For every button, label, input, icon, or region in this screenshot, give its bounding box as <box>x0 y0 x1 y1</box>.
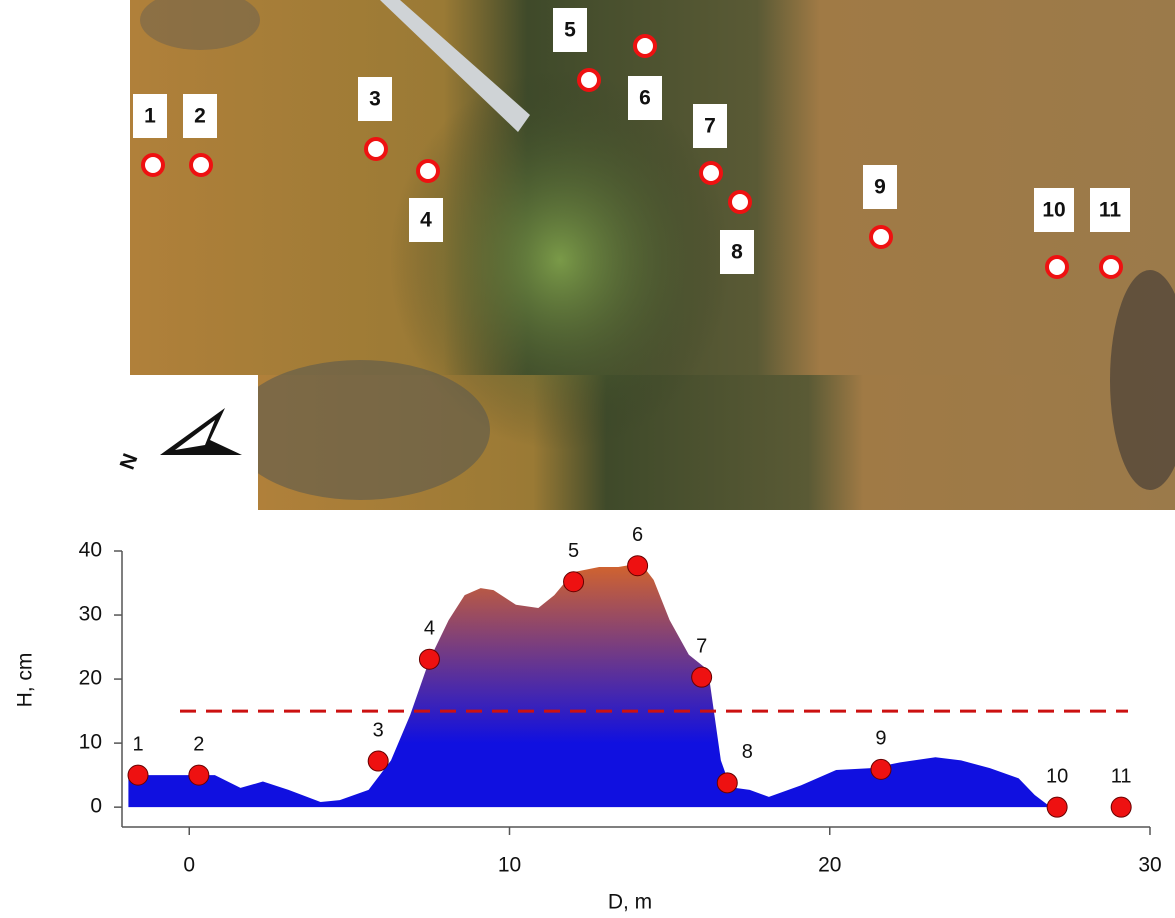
profile-area <box>128 563 1124 807</box>
photo-point <box>871 227 891 247</box>
photo-point-label: 6 <box>639 87 651 110</box>
photo-point-label: 10 <box>1042 199 1065 222</box>
profile-point <box>628 556 648 576</box>
y-tick-label: 10 <box>79 731 102 754</box>
y-tick-label: 40 <box>79 539 102 562</box>
point-label: 3 <box>373 719 384 741</box>
point-label: 7 <box>696 635 707 657</box>
point-label: 8 <box>742 741 753 763</box>
profile-point <box>871 759 891 779</box>
point-label: 2 <box>193 733 204 755</box>
y-axis-label: H, cm <box>14 653 37 708</box>
point-label: 1 <box>132 733 143 755</box>
point-label: 9 <box>875 728 886 750</box>
point-label: 4 <box>424 618 435 640</box>
photo-point-label: 8 <box>731 241 743 264</box>
photo-point <box>701 163 721 183</box>
y-tick-label: 0 <box>90 795 102 818</box>
photo-point <box>418 161 438 181</box>
profile-point <box>717 773 737 793</box>
x-tick-label: 10 <box>498 854 521 877</box>
x-tick-label: 20 <box>818 854 841 877</box>
figure: N 1234567891011 D, m H, cm 0102030400102… <box>0 0 1175 918</box>
photo-point <box>579 70 599 90</box>
x-tick-label: 0 <box>183 854 195 877</box>
profile-point <box>564 572 584 592</box>
profile-point <box>419 649 439 669</box>
photo-point-label: 7 <box>704 115 716 138</box>
photo-point <box>635 36 655 56</box>
y-tick-label: 20 <box>79 667 102 690</box>
photo-point-label: 11 <box>1099 199 1122 222</box>
photo-point-label: 3 <box>369 88 381 111</box>
photo-point-label: 4 <box>420 209 432 232</box>
chart: D, m H, cm 0 10 20 30 40 0 10 20 30 1 2 3 4 5 6 7 8 9 10 11 <box>14 524 1162 914</box>
profile-point <box>189 765 209 785</box>
profile-point <box>692 667 712 687</box>
photo-point <box>730 192 750 212</box>
photo-point-label: 9 <box>874 176 886 199</box>
profile-point <box>368 751 388 771</box>
x-axis-label: D, m <box>608 891 652 914</box>
photo-point <box>143 155 163 175</box>
photo-point <box>191 155 211 175</box>
point-label: 6 <box>632 524 643 546</box>
photo-point <box>1101 257 1121 277</box>
photo-point <box>366 139 386 159</box>
y-tick-label: 30 <box>79 603 102 626</box>
photo-point-label: 2 <box>194 105 206 128</box>
profile-point <box>128 765 148 785</box>
point-label: 5 <box>568 540 579 562</box>
point-label: 10 <box>1046 765 1068 787</box>
photo-point-label: 1 <box>144 105 156 128</box>
profile-point <box>1111 797 1131 817</box>
x-tick-label: 30 <box>1138 854 1161 877</box>
point-label: 11 <box>1111 765 1132 787</box>
photo-point-label: 5 <box>564 19 576 42</box>
profile-point <box>1047 797 1067 817</box>
photo-point <box>1047 257 1067 277</box>
